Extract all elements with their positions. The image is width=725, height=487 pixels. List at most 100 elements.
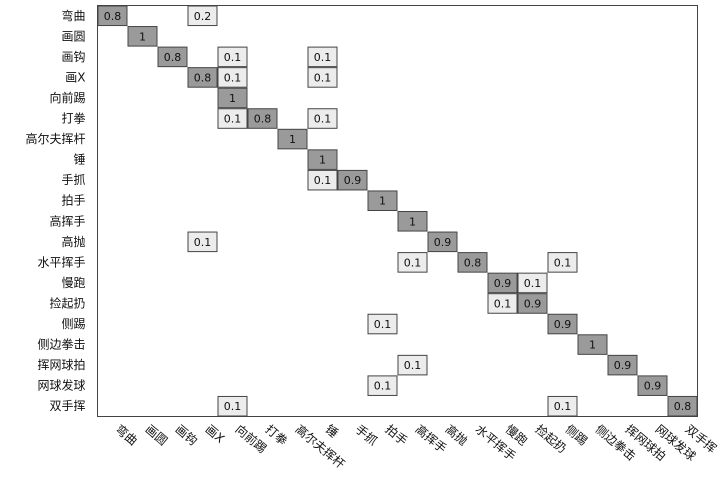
matrix-cell xyxy=(337,169,368,191)
matrix-cell xyxy=(307,46,338,68)
matrix-cell xyxy=(397,354,428,376)
matrix-cell xyxy=(307,108,338,129)
matrix-cell-value: 0.1 xyxy=(194,236,212,249)
matrix-cell-value: 0.1 xyxy=(314,71,332,84)
matrix-cell-value: 0.9 xyxy=(524,297,542,310)
x-tick-label: 锤 xyxy=(323,421,342,440)
matrix-cell xyxy=(667,395,698,417)
matrix-cell xyxy=(367,190,398,211)
matrix-cell xyxy=(367,313,398,335)
matrix-cell-value: 1 xyxy=(589,339,596,352)
matrix-cell-value: 0.9 xyxy=(554,318,572,331)
matrix-cell xyxy=(217,67,248,88)
y-tick-label: 向前踢 xyxy=(49,90,85,105)
matrix-cell xyxy=(427,231,458,253)
matrix-cell-value: 0.2 xyxy=(194,10,212,23)
matrix-cell-value: 0.9 xyxy=(494,277,512,290)
matrix-cell xyxy=(547,313,578,335)
y-tick-label: 侧边拳击 xyxy=(37,337,85,352)
matrix-cell xyxy=(187,231,218,253)
matrix-cell xyxy=(307,67,338,88)
matrix-cell-value: 0.1 xyxy=(404,359,422,372)
matrix-cell xyxy=(277,128,308,150)
matrix-cell xyxy=(397,252,428,273)
matrix-cell-value: 0.1 xyxy=(524,277,542,290)
matrix-cell xyxy=(637,375,668,396)
matrix-cell xyxy=(487,293,518,314)
matrix-cell xyxy=(217,46,248,68)
matrix-cell xyxy=(187,5,218,27)
y-tick-label: 侧踢 xyxy=(61,317,85,331)
matrix-cell-value: 0.8 xyxy=(104,10,122,23)
matrix-cell-value: 0.1 xyxy=(554,256,572,269)
matrix-cell xyxy=(217,395,248,417)
matrix-cell xyxy=(547,252,578,273)
matrix-cell xyxy=(187,67,218,88)
matrix-cell xyxy=(547,395,578,417)
x-tick-label: 画钩 xyxy=(173,422,200,448)
matrix-cell-value: 0.8 xyxy=(464,256,482,269)
y-tick-label: 高抛 xyxy=(61,234,85,249)
cells-layer: 0.8 0.2 1 0.8 0.1 0.1 0.8 0.1 0.1 1 0.1 0.8 0.1 1 1 0.1… xyxy=(97,5,698,417)
y-tick-label: 画X xyxy=(65,70,85,84)
y-tick-label: 捡起扔 xyxy=(49,295,85,310)
y-tick-label: 慢跑 xyxy=(61,276,85,290)
y-tick-label: 网球发球 xyxy=(37,378,85,393)
matrix-cell-value: 0.1 xyxy=(494,297,512,310)
matrix-cell-value: 0.1 xyxy=(314,174,332,187)
matrix-cell-value: 0.9 xyxy=(434,236,452,249)
x-tick-label: 捡起扔 xyxy=(533,421,570,456)
matrix-cell-value: 0.1 xyxy=(224,400,242,413)
matrix-cell-value: 0.1 xyxy=(404,256,422,269)
matrix-cell xyxy=(397,211,428,232)
y-tick-label: 拍手 xyxy=(61,193,85,208)
matrix-cell xyxy=(307,169,338,191)
y-tick-label: 打拳 xyxy=(61,111,85,126)
matrix-cell xyxy=(607,354,638,376)
y-tick-label: 双手挥 xyxy=(49,399,85,413)
matrix-cell xyxy=(367,375,398,396)
matrix-cell-value: 1 xyxy=(379,195,386,208)
y-tick-label: 水平挥手 xyxy=(37,255,85,269)
x-tick-label: 弯曲 xyxy=(113,421,141,448)
matrix-cell xyxy=(127,26,158,47)
y-tick-label: 画钩 xyxy=(61,50,85,64)
matrix-cell-value: 1 xyxy=(139,30,146,43)
matrix-cell-value: 0.1 xyxy=(374,318,392,331)
matrix-cell-value: 1 xyxy=(319,154,326,167)
matrix-cell-value: 1 xyxy=(229,92,236,105)
y-tick-label: 高挥手 xyxy=(49,213,85,228)
matrix-cell xyxy=(457,252,488,273)
y-tick-label: 画圆 xyxy=(61,29,85,43)
x-tick-label: 向前踢 xyxy=(233,421,270,456)
matrix-cell-value: 0.1 xyxy=(224,51,242,64)
matrix-cell-value: 0.1 xyxy=(374,380,392,393)
matrix-cell-value: 0.8 xyxy=(254,113,272,126)
matrix-cell xyxy=(217,87,248,109)
y-tick-label: 挥网球拍 xyxy=(37,357,85,372)
matrix-cell-value: 0.1 xyxy=(554,400,572,413)
matrix-cell xyxy=(247,108,278,129)
matrix-cell xyxy=(487,272,518,294)
matrix-cell-value: 0.8 xyxy=(194,71,212,84)
matrix-cell xyxy=(517,272,548,294)
matrix-cell-value: 1 xyxy=(289,133,296,146)
matrix-cell-value: 0.8 xyxy=(674,400,692,413)
matrix-cell-value: 0.9 xyxy=(344,174,362,187)
matrix-cell xyxy=(307,149,338,170)
matrix-cell-value: 0.1 xyxy=(314,51,332,64)
matrix-cell-value: 0.9 xyxy=(614,359,632,372)
matrix-cell-value: 0.1 xyxy=(314,113,332,126)
y-tick-label: 手抓 xyxy=(61,173,85,187)
matrix-cell xyxy=(517,293,548,314)
matrix-cell-value: 0.1 xyxy=(224,113,242,126)
y-tick-label: 高尔夫挥杆 xyxy=(25,131,85,146)
matrix-cell xyxy=(217,108,248,129)
y-tick-label: 弯曲 xyxy=(61,8,85,23)
y-tick-label: 锤 xyxy=(73,152,85,167)
x-axis-labels: 弯曲 画圆 画钩 画X 向前踢打拳 高尔夫挥杆锤 手抓 拍手 高挥手高抛 水平挥手慢跑 捡起扔侧踢侧… xyxy=(113,421,720,471)
matrix-cell-value: 0.9 xyxy=(644,380,662,393)
matrix-cell xyxy=(157,46,188,68)
